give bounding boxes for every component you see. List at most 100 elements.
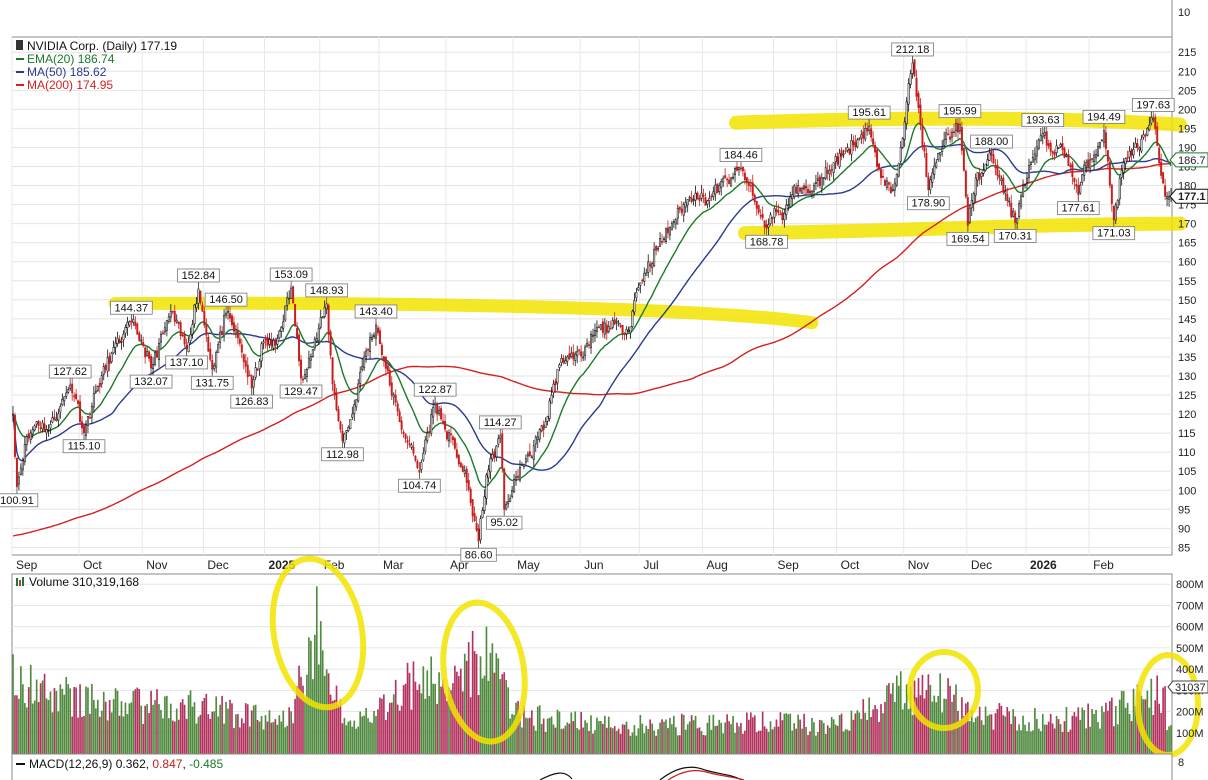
volume-bar [406,662,409,754]
volume-bar [1030,731,1032,754]
volume-bar [676,735,679,754]
candle-body [59,406,62,413]
candle-body [937,152,940,161]
candle-body [1118,177,1121,200]
candle-body [57,413,60,421]
volume-bar [422,666,425,754]
volume-bar [590,715,592,754]
volume-bar [771,729,774,754]
volume-bar [807,734,809,754]
volume-bar [996,709,999,754]
candle-body [708,197,711,202]
candle-body [503,468,506,510]
candle-body [27,433,30,439]
volume-bar [657,729,659,754]
candle-body [148,351,151,359]
candle-body [982,170,985,174]
volume-bar [256,719,259,754]
candle-body [621,324,624,334]
candle-body [507,501,510,505]
volume-bar [473,651,476,754]
price-tick-label: 105 [1178,466,1196,478]
volume-bar [992,729,995,754]
volume-bar [767,731,770,754]
volume-bar [665,719,667,754]
candle-body [240,344,243,353]
x-axis-label: May [517,558,540,572]
candle-body [159,333,162,343]
candle-body [33,425,36,431]
candle-body [227,310,230,313]
candle-body [485,474,488,499]
candle-body [388,369,391,386]
candle-body [266,336,269,346]
candle-body [1047,143,1050,147]
price-tick-label: 160 [1178,257,1196,269]
volume-bar [122,716,125,754]
candle-body [730,177,733,187]
highlight-band [738,216,1187,241]
volume-bar [1095,709,1097,754]
volume-bar [197,716,200,754]
candle-body [874,144,877,153]
volume-bar [722,733,725,754]
volume-bar [337,704,340,754]
volume-bar [1160,712,1162,754]
volume-bar [1020,730,1022,754]
annotation-label: 197.63 [1136,99,1170,111]
candle-body [187,341,190,353]
candle-body [637,287,640,291]
candle-body [1089,159,1092,169]
volume-bar [51,712,54,754]
candle-body [199,290,202,303]
candle-body [321,316,324,319]
volume-bar [544,731,547,754]
volume-bar [1079,719,1082,754]
volume-bar [744,730,746,754]
volume-bar [20,666,22,754]
volume-legend: Volume 310,319,168 [16,575,139,589]
candle-body [161,332,164,335]
candle-body [639,282,642,286]
candle-body [371,336,374,340]
volume-bar [598,721,600,754]
macd-line [539,772,573,780]
volume-bar [321,650,324,754]
volume-bar [600,721,602,754]
candle-body [81,421,84,429]
candle-body [891,189,894,191]
volume-bar [1081,707,1084,754]
candle-body [718,185,721,192]
volume-bar [1018,724,1020,754]
candle-body [655,246,658,251]
volume-bar [1028,722,1030,754]
volume-bar [728,721,730,754]
volume-bar [736,722,738,754]
annotation-label: 146.50 [209,294,243,306]
candle-body [791,194,794,200]
volume-bar [649,719,652,754]
volume-bar [55,691,58,754]
annotation-box [1082,109,1126,124]
volume-bar [1134,706,1137,754]
candle-body [217,344,220,353]
volume-bar [1071,715,1074,754]
candle-body [929,179,932,191]
volume-bar [106,720,109,754]
volume-bar [629,735,632,754]
volume-bar [1101,706,1103,754]
candle-body [258,361,261,370]
annotation-box [413,382,457,397]
volume-bar [339,699,342,754]
volume-bar [661,719,663,754]
candle-body [901,137,904,148]
candle-body [629,326,632,333]
volume-bar [59,684,62,754]
volume-bar [325,669,328,754]
candle-body [570,352,573,357]
volume-bar [813,722,815,754]
volume-bar [507,687,509,754]
volume-last-tag-text: 31037 [1175,682,1206,694]
candle-body [692,199,695,201]
volume-bar [858,712,861,754]
